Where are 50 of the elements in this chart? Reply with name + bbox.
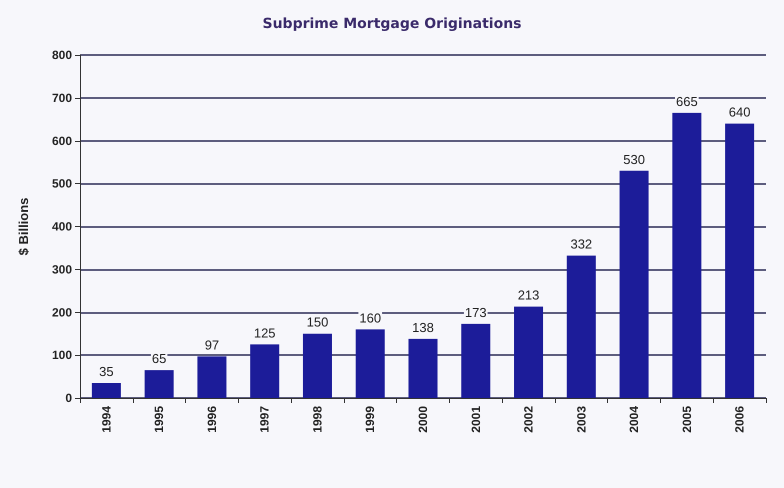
bar: [92, 382, 121, 398]
bar: [302, 334, 332, 398]
data-label: 35: [99, 364, 114, 379]
bar: [197, 356, 226, 398]
bar: [461, 324, 490, 398]
x-tick-label: 1995: [152, 406, 166, 433]
x-tick-label: 1994: [99, 406, 114, 433]
data-label: 640: [728, 104, 750, 120]
bar: [672, 112, 702, 398]
y-tick-label: 400: [52, 220, 72, 234]
x-tick-label: 1998: [310, 406, 324, 433]
bar: [620, 170, 649, 398]
x-tick-label: 1997: [258, 406, 272, 433]
chart-title: Subprime Mortgage Originations: [262, 16, 522, 32]
x-tick-label: 2002: [522, 406, 536, 433]
data-label: 150: [306, 314, 328, 330]
data-label: 213: [518, 288, 540, 303]
bar: [144, 370, 174, 398]
x-tick-label: 2006: [732, 406, 747, 433]
data-label: 173: [464, 304, 487, 320]
data-label: 665: [676, 94, 698, 109]
y-tick-label: 500: [52, 176, 72, 191]
y-tick-label: 800: [52, 48, 72, 62]
x-tick-label: 2005: [680, 406, 694, 433]
y-tick-label: 600: [52, 134, 72, 148]
data-label: 530: [623, 152, 645, 167]
y-tick-label: 700: [52, 90, 72, 105]
data-label: 332: [570, 236, 592, 252]
x-tick-label: 1999: [363, 406, 378, 433]
x-tick-label: 1996: [204, 406, 219, 433]
x-tick-label: 2003: [574, 406, 588, 433]
bar: [356, 329, 385, 398]
data-label: 125: [254, 325, 276, 340]
bar: [408, 338, 438, 398]
bar: [514, 306, 544, 398]
y-tick-label: 0: [65, 391, 72, 405]
bar: [250, 344, 280, 398]
data-label: 97: [204, 337, 220, 352]
x-tick-label: 2000: [416, 406, 430, 433]
y-tick-label: 300: [52, 262, 72, 276]
data-label: 65: [152, 351, 166, 366]
y-tick-label: 100: [52, 348, 72, 362]
y-tick-label: 200: [52, 305, 72, 320]
bar: [566, 256, 596, 398]
y-axis-title: $ Billions: [16, 198, 31, 256]
x-tick-label: 2001: [468, 406, 483, 433]
bar: [725, 124, 754, 398]
data-label: 138: [412, 320, 434, 335]
data-label: 160: [359, 310, 382, 326]
x-tick-label: 2004: [627, 406, 642, 433]
